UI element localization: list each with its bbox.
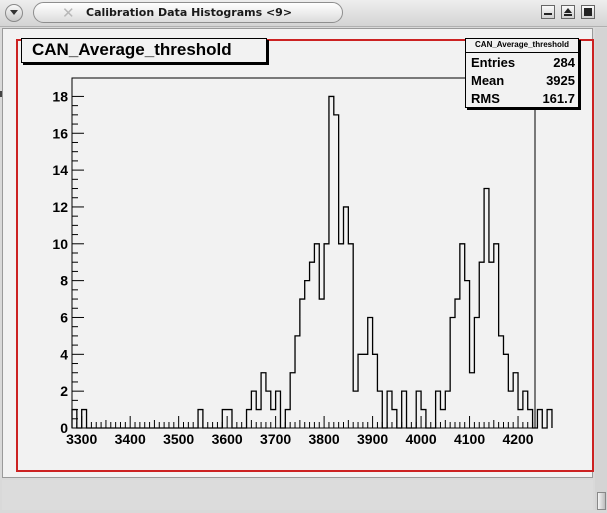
app-logo-icon: ✕ (62, 4, 75, 22)
close-icon (584, 8, 592, 16)
window-title-pill[interactable]: ✕ Calibration Data Histograms <9> (33, 2, 343, 23)
y-tick-label: 12 (52, 199, 68, 215)
stats-value: 3925 (546, 73, 575, 88)
stats-row-rms: RMS 161.7 (471, 91, 575, 108)
minimize-button[interactable] (541, 5, 555, 19)
pad-frame (16, 39, 594, 472)
x-tick-label: 4000 (405, 431, 436, 447)
stats-label: RMS (471, 91, 500, 106)
x-tick-label: 3900 (357, 431, 388, 447)
y-tick-label: 2 (60, 383, 68, 399)
histogram-line (71, 95, 553, 429)
x-tick-labels: 3300 3400 3500 3600 3700 3800 3900 4000 4100 4200 (66, 431, 534, 447)
y-tick-label: 16 (52, 125, 68, 141)
stats-box[interactable]: CAN_Average_threshold Entries 284 Mean 3… (465, 38, 579, 108)
window-menu-button[interactable] (5, 4, 23, 22)
y-tick-label: 6 (60, 309, 68, 325)
vertical-scroll-area[interactable] (595, 28, 607, 510)
stats-row-entries: Entries 284 (471, 55, 575, 72)
histogram-title-box[interactable]: CAN_Average_threshold (21, 38, 267, 63)
x-tick-label: 3400 (115, 431, 146, 447)
x-tick-label: 3500 (163, 431, 194, 447)
plot-frame (71, 77, 536, 429)
window-title: Calibration Data Histograms <9> (86, 6, 293, 19)
stats-histogram-name: CAN_Average_threshold (475, 40, 569, 49)
canvas-edge-marker (0, 91, 2, 97)
restore-button[interactable] (561, 5, 575, 19)
stats-row-mean: Mean 3925 (471, 73, 575, 90)
stats-value: 284 (553, 55, 575, 70)
y-tick-label: 14 (52, 162, 68, 178)
resize-grip[interactable] (597, 492, 606, 510)
x-tick-label: 3300 (66, 431, 97, 447)
chevron-down-icon (10, 10, 18, 15)
stats-label: Mean (471, 73, 505, 88)
y-tick-label: 10 (52, 236, 68, 252)
x-tick-label: 4100 (454, 431, 485, 447)
x-tick-label: 3700 (260, 431, 291, 447)
x-tick-label: 4200 (502, 431, 533, 447)
plot-axes (71, 77, 536, 429)
y-tick-label: 0 (60, 420, 68, 436)
y-tick-label: 4 (60, 346, 68, 362)
y-tick-label: 18 (52, 88, 68, 104)
stats-label: Entries (471, 55, 516, 70)
y-tick-label: 8 (60, 273, 68, 289)
minimize-icon (544, 13, 552, 15)
horizontal-scroll-area[interactable] (2, 480, 593, 510)
window-title-bar: ✕ Calibration Data Histograms <9> (0, 0, 607, 27)
restore-icon (564, 8, 572, 16)
y-tick-labels: 0 2 4 6 8 10 12 14 16 18 (52, 88, 68, 436)
close-button[interactable] (581, 5, 595, 19)
x-tick-label: 3800 (309, 431, 340, 447)
stats-divider (466, 52, 578, 53)
histogram-title: CAN_Average_threshold (32, 40, 232, 59)
stats-value: 161.7 (542, 91, 575, 106)
x-tick-label: 3600 (212, 431, 243, 447)
